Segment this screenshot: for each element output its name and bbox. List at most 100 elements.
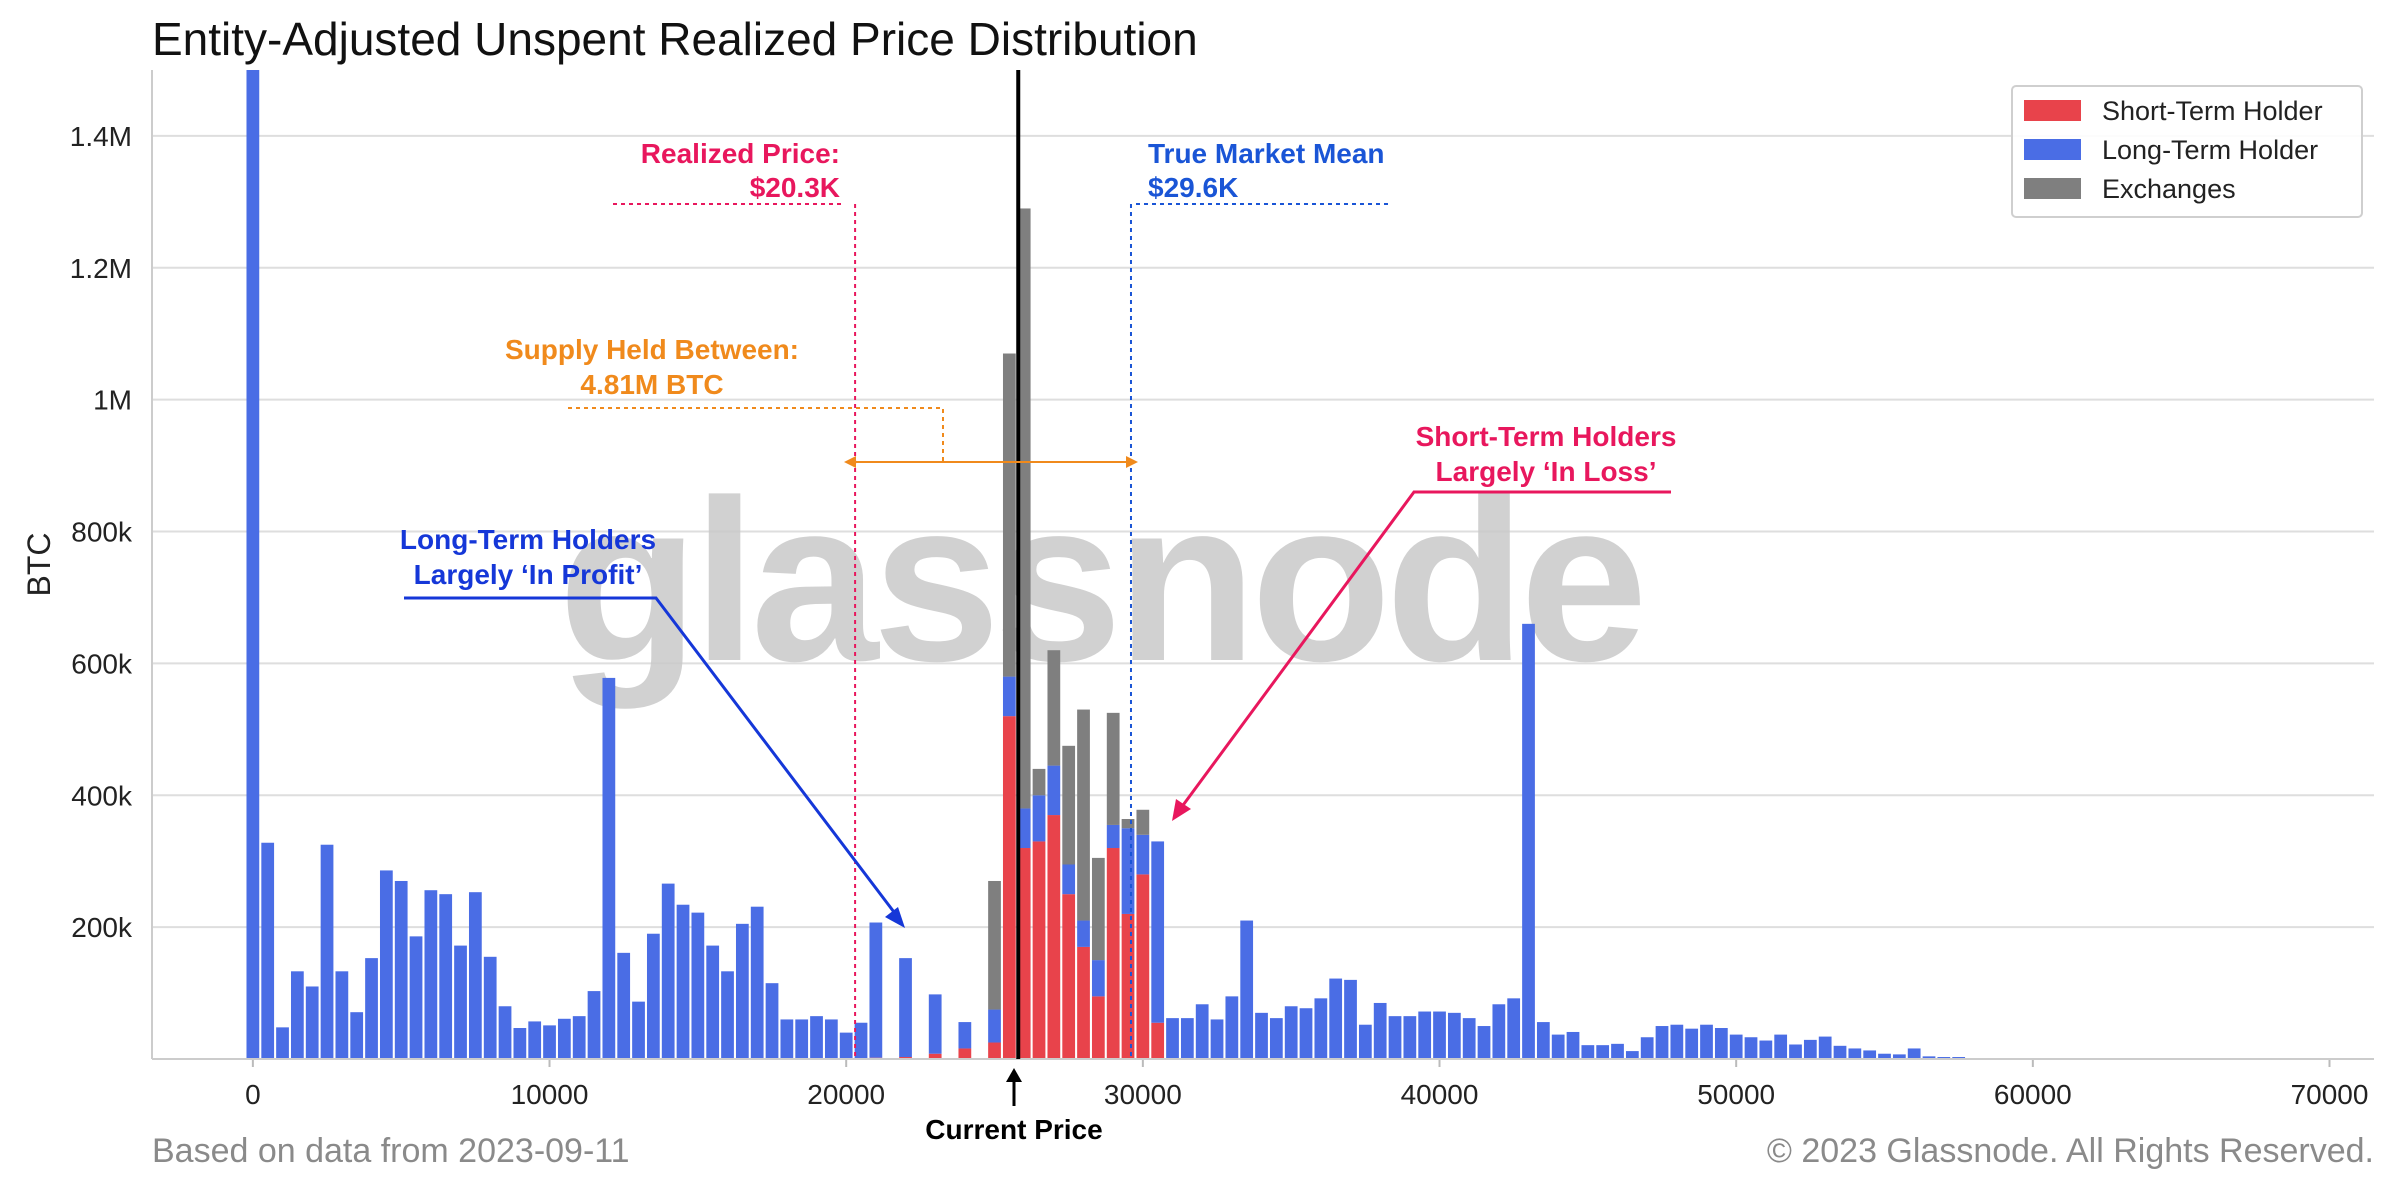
bar-sth [1077, 946, 1090, 1059]
bar-lth [587, 991, 601, 1059]
bar-lth [1166, 1018, 1179, 1059]
bar-sth [1136, 874, 1150, 1059]
bar-lth [1373, 1002, 1387, 1059]
bar-lth [1818, 1036, 1832, 1059]
y-tick-label: 800k [71, 517, 133, 548]
bar-lth [1759, 1040, 1773, 1059]
supply-guide [568, 407, 944, 462]
bar-sth [1017, 848, 1031, 1059]
bar-lth [1433, 1011, 1446, 1059]
bar-lth [617, 952, 631, 1059]
bar-lth [1714, 1028, 1728, 1059]
bar-lth [1091, 960, 1105, 997]
bar-lth [1344, 979, 1357, 1059]
bar-lth [854, 1022, 868, 1059]
bar-lth [765, 983, 779, 1059]
bar-lth [735, 923, 749, 1059]
bar-lth [721, 971, 734, 1059]
copyright-note: © 2023 Glassnode. All Rights Reserved. [1766, 1132, 2374, 1170]
bar-lth [928, 994, 942, 1054]
bar-lth [1848, 1048, 1862, 1059]
bar-lth [1418, 1011, 1432, 1059]
bar-sth [1002, 716, 1016, 1059]
bar-lth [379, 870, 393, 1059]
bar-lth [1551, 1034, 1565, 1059]
bar-lth [290, 971, 304, 1059]
bar-lth [1047, 765, 1061, 816]
bar-lth [246, 70, 260, 1059]
bar-exchanges [1047, 650, 1061, 766]
true-market-mean-label: True Market Mean [1148, 138, 1385, 169]
y-tick-label: 1.2M [70, 253, 132, 284]
bar-lth [1670, 1024, 1684, 1059]
bar-sth [1106, 848, 1120, 1059]
bar-sth [1032, 841, 1046, 1059]
bar-lth [1700, 1024, 1713, 1059]
bar-sth [1047, 815, 1061, 1059]
bar-lth [780, 1019, 794, 1059]
bar-lth [676, 904, 690, 1059]
bar-lth [409, 936, 423, 1059]
bar-lth [1536, 1022, 1550, 1059]
bar-lth [602, 677, 616, 1059]
x-tick-label: 70000 [2291, 1079, 2369, 1110]
bar-lth [1299, 1008, 1313, 1059]
bar-lth [1774, 1034, 1788, 1059]
bar-lth [1655, 1026, 1669, 1059]
bar-lth [1255, 1012, 1268, 1059]
y-tick-label: 1M [93, 385, 132, 416]
bar-exchanges [1002, 353, 1016, 677]
bar-lth [1640, 1037, 1654, 1059]
bar-lth [1803, 1039, 1817, 1059]
bar-lth [750, 906, 764, 1059]
bar-lth [958, 1022, 972, 1049]
x-tick-label: 30000 [1104, 1079, 1182, 1110]
bar-lth [1507, 998, 1521, 1059]
bar-lth [320, 844, 334, 1059]
bar-sth [1151, 1022, 1165, 1059]
bar-lth [691, 912, 705, 1059]
legend-swatch-lth [2024, 139, 2081, 160]
bar-lth [365, 958, 378, 1059]
bar-lth [988, 1009, 1001, 1043]
bar-lth [1789, 1044, 1802, 1059]
bar-lth [1358, 1024, 1372, 1059]
legend-label-lth: Long-Term Holder [2102, 135, 2318, 165]
bar-lth [1284, 1006, 1298, 1059]
bar-lth [1492, 1004, 1506, 1059]
x-tick-label: 20000 [807, 1079, 885, 1110]
bar-lth [557, 1018, 571, 1059]
bar-lth [1462, 1018, 1476, 1059]
bar-lth [810, 1016, 823, 1059]
bar-lth [1729, 1034, 1743, 1059]
bar-lth [1017, 808, 1031, 849]
bar-lth [1210, 1019, 1224, 1059]
bar-exchanges [1136, 809, 1150, 835]
supply-arrow-left-head [844, 456, 856, 468]
annotations: Realized Price: $20.3K True Market Mean … [400, 138, 1677, 1145]
legend-box [2011, 85, 2363, 218]
y-tick-label: 200k [71, 912, 133, 943]
bar-lth [1744, 1037, 1758, 1059]
bar-lth [869, 922, 883, 1058]
bar-lth [1225, 996, 1239, 1059]
bar-lth [1907, 1048, 1921, 1059]
x-tick-label: 10000 [511, 1079, 589, 1110]
legend-label-exchanges: Exchanges [2102, 174, 2236, 204]
bar-lth [1062, 864, 1076, 895]
bar-exchanges [1077, 709, 1090, 921]
supply-arrow-right-head [1126, 456, 1138, 468]
bar-exchanges [988, 880, 1001, 1010]
axes: 200k 400k 600k 800k 1M 1.2M 1.4M 0 10000 20000 300… [21, 70, 2374, 1110]
legend-label-sth: Short-Term Holder [2102, 96, 2323, 126]
legend-swatch-exchanges [2024, 178, 2081, 199]
bar-lth [1329, 978, 1343, 1059]
bar-lth [824, 1019, 838, 1059]
bar-lth [839, 1032, 853, 1059]
legend: Short-Term Holder Long-Term Holder Excha… [2011, 85, 2363, 218]
bar-lth [1922, 1056, 1936, 1059]
x-tick-label: 50000 [1697, 1079, 1775, 1110]
bar-lth [276, 1027, 289, 1059]
